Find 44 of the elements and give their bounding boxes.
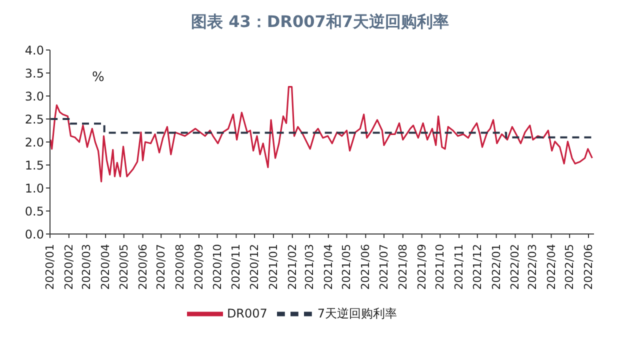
x-tick-label: 2021/04 xyxy=(322,244,335,290)
x-tick-label: 2020/12 xyxy=(248,244,262,290)
x-tick-label: 2021/11 xyxy=(452,244,466,290)
line-series xyxy=(50,86,593,182)
x-tick-label: 2022/02 xyxy=(508,244,522,290)
x-tick-label: 2021/10 xyxy=(434,244,447,290)
x-tick-label: 2021/01 xyxy=(266,244,280,290)
y-tick-label: 4.0 xyxy=(24,43,44,58)
y-tick-label: 2.5 xyxy=(24,112,44,126)
x-tick-label: 2021/09 xyxy=(415,244,428,290)
x-tick-label: 2022/06 xyxy=(582,244,596,290)
x-tick-label: 2021/05 xyxy=(340,244,354,290)
x-tick-label: 2020/11 xyxy=(230,244,243,290)
x-tick-label: 2021/12 xyxy=(470,244,484,290)
y-tick-label: 1.0 xyxy=(24,181,44,196)
x-tick-label: 2022/05 xyxy=(563,244,576,290)
legend-label: 7天逆回购利率 xyxy=(317,306,398,320)
x-tick-label: 2020/08 xyxy=(174,244,187,290)
x-tick-label: 2022/04 xyxy=(544,244,558,290)
x-tick-label: 2020/04 xyxy=(99,244,112,290)
x-tick-label: 2020/01 xyxy=(44,244,56,290)
x-tick-label: 2022/03 xyxy=(526,244,539,290)
x-tick-label: 2020/07 xyxy=(154,244,168,290)
x-tick-label: 2021/08 xyxy=(396,244,410,290)
x-tick-label: 2021/06 xyxy=(359,244,372,290)
x-tick-label: 2022/01 xyxy=(490,244,503,290)
x-tick-label: 2020/10 xyxy=(210,244,224,290)
y-tick-label: 0.5 xyxy=(24,204,44,218)
x-tick-label: 2020/03 xyxy=(80,244,94,290)
x-tick-label: 2020/06 xyxy=(136,244,150,290)
x-tick-label: 2021/02 xyxy=(286,244,299,290)
x-tick-label: 2021/03 xyxy=(302,244,316,290)
x-tick-label: 2020/05 xyxy=(117,244,130,290)
y-tick-label: 3.5 xyxy=(24,66,44,80)
x-tick-label: 2020/02 xyxy=(62,244,76,290)
y-tick-label: 2.0 xyxy=(24,135,44,150)
y-axis-title: % xyxy=(92,70,104,85)
chart-title: 图表 43：DR007和7天逆回购利率 xyxy=(190,12,450,33)
x-tick-label: 2021/07 xyxy=(377,244,390,290)
y-tick-label: 0.0 xyxy=(24,227,44,242)
y-tick-label: 1.5 xyxy=(24,158,44,172)
x-tick-label: 2020/09 xyxy=(192,244,206,290)
legend-label: DR007 xyxy=(226,306,268,320)
y-tick-label: 3.0 xyxy=(24,89,44,104)
